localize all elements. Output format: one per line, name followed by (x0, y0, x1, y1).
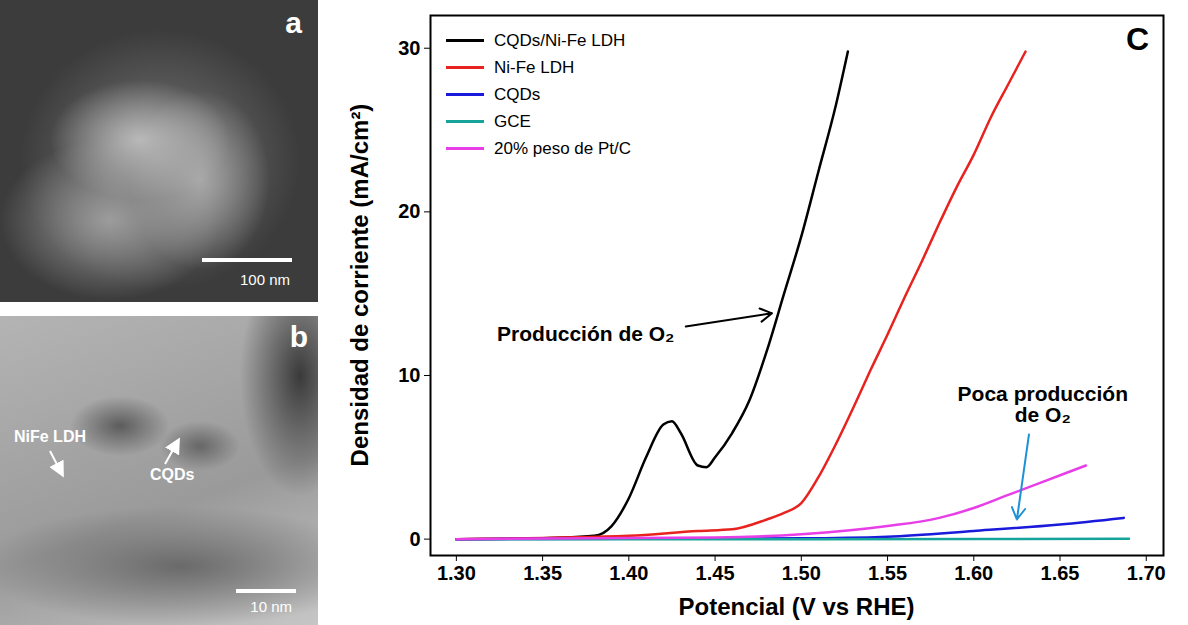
svg-text:20: 20 (398, 200, 420, 222)
html-text:C: C (1125, 21, 1149, 57)
html-text:GCE: GCE (494, 111, 531, 131)
svg-text:1.45: 1.45 (696, 562, 735, 584)
svg-text:1.50: 1.50 (782, 562, 821, 584)
html-text:Potencial (V vs RHE): Potencial (V vs RHE) (678, 593, 915, 620)
svg-text:30: 30 (398, 37, 420, 59)
html-text:a: a (285, 6, 302, 39)
svg-text:0: 0 (409, 528, 420, 550)
svg-text:1.35: 1.35 (523, 562, 562, 584)
svg-text:Poca producciónde O₂: Poca producciónde O₂ (958, 382, 1128, 426)
svg-text:1.60: 1.60 (954, 562, 993, 584)
html-text:Densidad de corriente (mA/cm²): Densidad de corriente (mA/cm²) (346, 103, 373, 467)
svg-text:1.70: 1.70 (1127, 562, 1166, 584)
svg-text:10: 10 (398, 364, 420, 386)
html-text:20% peso de Pt/C: 20% peso de Pt/C (494, 138, 631, 158)
html-text:CQDs: CQDs (494, 84, 541, 104)
svg-text:1.65: 1.65 (1041, 562, 1080, 584)
html-text:CQDs: CQDs (150, 466, 195, 483)
svg-text:1.30: 1.30 (437, 562, 476, 584)
svg-text:1.55: 1.55 (868, 562, 907, 584)
svg-text:1.40: 1.40 (609, 562, 648, 584)
html-text:b: b (289, 320, 308, 353)
html-text:CQDs/Ni-Fe LDH: CQDs/Ni-Fe LDH (494, 30, 626, 50)
html-text:10 nm: 10 nm (250, 598, 292, 615)
html-text:NiFe LDH: NiFe LDH (14, 428, 86, 445)
html-text:100 nm: 100 nm (240, 271, 290, 288)
svg-text:Producción de O₂: Producción de O₂ (497, 322, 674, 345)
html-text:Ni-Fe LDH: Ni-Fe LDH (494, 57, 575, 77)
